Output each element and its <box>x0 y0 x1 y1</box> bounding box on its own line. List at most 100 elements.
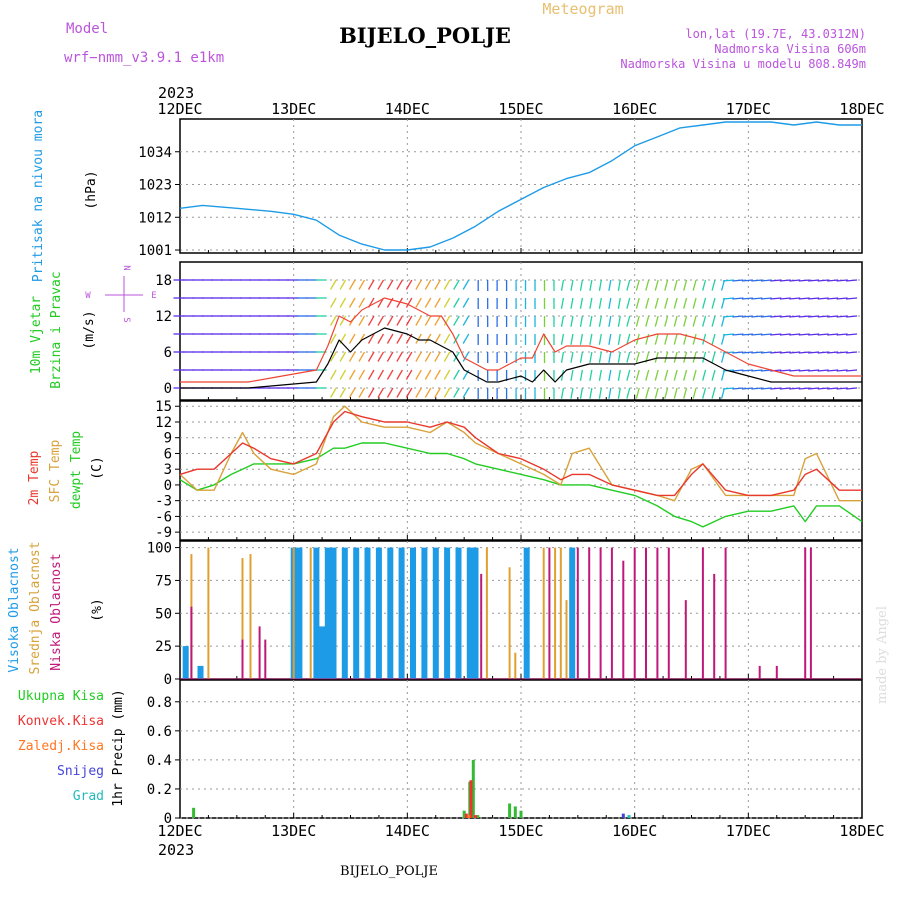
wind-barb <box>589 279 593 291</box>
wind-barb <box>720 279 726 291</box>
wind-barb <box>579 315 584 327</box>
wind-barb <box>358 315 366 326</box>
cloud-bar-high <box>472 547 479 679</box>
cloud-bar-low <box>684 600 687 679</box>
wind-barb <box>673 315 678 327</box>
wind-barb <box>339 297 347 308</box>
wind-dir-n: N <box>121 265 131 270</box>
wind-barb <box>635 369 640 381</box>
wind-barb <box>598 315 602 327</box>
x-tick-label-top: 12DEC <box>157 100 202 118</box>
wind-barb <box>598 387 602 399</box>
wind-barb <box>827 369 839 372</box>
wind-barb <box>443 279 451 290</box>
y-tick-label: 6 <box>164 345 172 361</box>
wind-panel: 0 6 12 18 <box>155 261 863 401</box>
y-tick-label: 1023 <box>138 178 172 194</box>
wind-barb <box>789 297 801 300</box>
wind-barb <box>720 369 726 381</box>
wind-barb <box>770 297 782 300</box>
wind-barb <box>348 369 356 380</box>
wind-axis-unit: (m/s) <box>82 310 97 349</box>
wind-barb <box>424 315 432 326</box>
wind-barb <box>760 297 772 300</box>
wind-barb <box>683 297 688 309</box>
precip-bar-total <box>476 815 480 818</box>
wind-barb <box>405 297 413 308</box>
cloud-bar-high <box>523 547 530 679</box>
wind-barb <box>453 297 460 308</box>
wind-barb <box>617 315 621 327</box>
model-name: wrf−nmm_v3.9.1 e1km <box>64 50 224 66</box>
cloud-bar-mid <box>249 554 252 679</box>
wind-barb <box>760 387 772 390</box>
wind-barb <box>626 369 631 381</box>
wind-barb <box>789 369 801 372</box>
wind-barb <box>702 315 707 327</box>
wind-barb <box>589 333 593 345</box>
wind-barb <box>434 315 441 326</box>
wind-barb <box>330 387 337 398</box>
cloud-bar-high <box>569 547 576 679</box>
wind-barb <box>808 333 820 336</box>
wind-barb <box>798 279 810 282</box>
wind-barb <box>722 297 734 300</box>
panel-frame <box>179 679 863 819</box>
cloud-bar-mid <box>514 652 517 679</box>
precip-bar-total <box>513 806 517 818</box>
cloud-bar-mid <box>241 558 244 679</box>
y-tick-label: -6 <box>155 509 172 525</box>
wind-barb <box>846 297 858 300</box>
wind-barb <box>358 369 366 380</box>
wind-barb <box>405 279 413 290</box>
wind-barb <box>798 351 810 354</box>
x-tick-label-bottom: 14DEC <box>385 822 430 840</box>
wind-barb <box>608 279 612 291</box>
wind-barb <box>827 279 839 282</box>
wind-barb <box>386 369 394 380</box>
cloud-bar-mid <box>565 600 568 679</box>
wind-barb <box>741 279 753 282</box>
cloud-bar-low <box>480 573 483 679</box>
wind-barb <box>434 279 441 290</box>
wind-barb <box>692 279 697 291</box>
wind-barb <box>808 297 820 300</box>
cloud-bar-low <box>804 547 807 679</box>
wind-barb <box>702 297 707 309</box>
pressure-axis-unit: (hPa) <box>84 170 99 209</box>
cloud-bar-high <box>353 547 360 679</box>
wind-barb <box>751 315 763 318</box>
wind-barb <box>798 315 810 318</box>
wind-barb <box>462 333 470 344</box>
wind-barb <box>741 297 753 300</box>
cloud-bar-low <box>713 573 716 679</box>
wind-barb <box>579 333 584 345</box>
cloud-bar-high <box>313 547 320 679</box>
cloud-bar-high <box>421 547 428 679</box>
wind-barb <box>741 387 753 390</box>
wind-barb <box>367 333 375 344</box>
wind-barb <box>626 297 631 309</box>
x-tick-label-bottom: 13DEC <box>271 822 316 840</box>
wind-barb <box>570 351 574 363</box>
wind-barb <box>348 297 356 308</box>
wind-barb <box>741 369 753 372</box>
wind-barb <box>579 387 584 399</box>
wind-barb <box>462 315 470 326</box>
wind-barb <box>434 351 441 362</box>
wind-barb <box>348 387 356 398</box>
wind-barb <box>570 315 574 327</box>
wind-barb <box>617 333 621 345</box>
wind-barb <box>608 297 612 309</box>
wind-barb <box>779 387 791 390</box>
cloud-bar-mid <box>508 567 511 679</box>
wind-barb <box>405 369 413 380</box>
wind-barb <box>808 279 820 282</box>
cloud-bar-low <box>599 547 602 679</box>
wind-barb <box>789 387 801 390</box>
wind-barb <box>589 297 593 309</box>
cloud-bar-mid <box>554 547 557 679</box>
cloud-bar-high <box>182 646 189 679</box>
wind-barb <box>377 369 385 380</box>
